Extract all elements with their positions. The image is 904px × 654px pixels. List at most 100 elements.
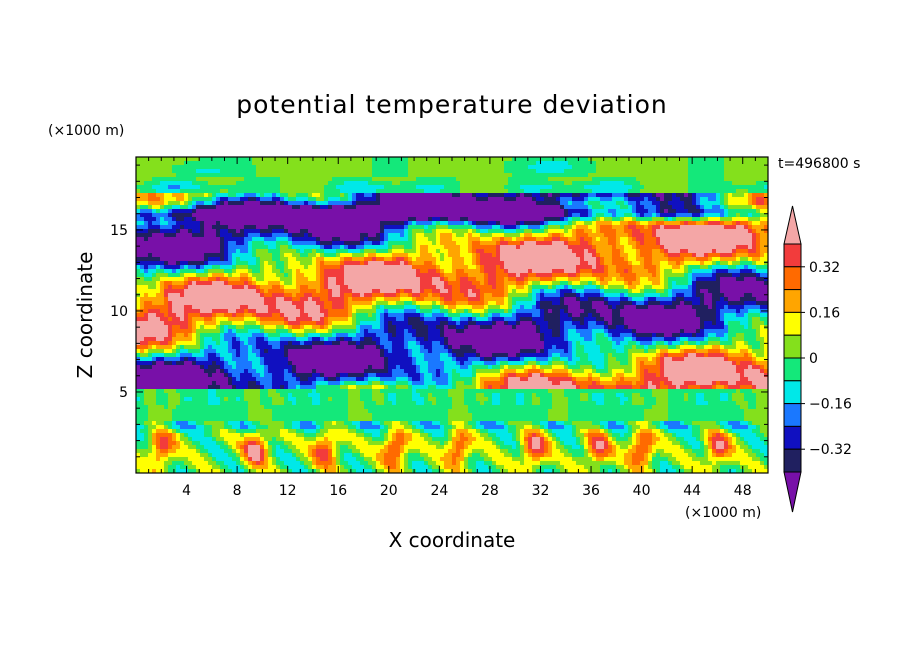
field-cell [160, 229, 165, 234]
field-cell [552, 161, 557, 166]
field-cell [756, 165, 761, 170]
field-cell [624, 277, 629, 282]
field-cell [600, 225, 605, 230]
field-cell [380, 257, 385, 262]
field-cell [540, 165, 545, 170]
field-cell [284, 261, 289, 266]
field-cell [344, 273, 349, 278]
field-cell [712, 241, 717, 246]
field-cell [712, 205, 717, 210]
field-cell [580, 217, 585, 222]
field-cell [664, 177, 669, 182]
field-cell [696, 181, 701, 186]
field-cell [536, 205, 541, 210]
field-cell [484, 237, 489, 242]
field-cell [232, 241, 237, 246]
field-cell [500, 253, 505, 258]
field-cell [744, 241, 749, 246]
field-cell [192, 265, 197, 270]
field-cell [152, 273, 157, 278]
field-cell [664, 273, 669, 278]
field-cell [680, 265, 685, 270]
field-cell [424, 213, 429, 218]
field-cell [704, 241, 709, 246]
field-cell [216, 165, 221, 170]
field-cell [216, 229, 221, 234]
field-cell [452, 165, 457, 170]
field-cell [408, 241, 413, 246]
field-cell [564, 193, 569, 198]
field-cell [416, 253, 421, 258]
field-cell [228, 217, 233, 222]
field-cell [456, 273, 461, 278]
field-cell [680, 253, 685, 258]
field-cell [404, 165, 409, 170]
field-cell [488, 189, 493, 194]
field-cell [344, 237, 349, 242]
field-cell [400, 161, 405, 166]
field-cell [352, 213, 357, 218]
field-cell [568, 165, 573, 170]
field-cell [668, 261, 673, 266]
field-cell [612, 265, 617, 270]
field-cell [556, 189, 561, 194]
field-cell [596, 237, 601, 242]
field-cell [356, 277, 361, 282]
field-cell [760, 189, 765, 194]
field-cell [548, 213, 553, 218]
field-cell [384, 241, 389, 246]
field-cell [572, 209, 577, 214]
field-cell [436, 269, 441, 274]
field-cell [156, 193, 161, 198]
field-cell [548, 177, 553, 182]
field-cell [412, 277, 417, 282]
field-cell [408, 281, 413, 286]
field-cell [632, 229, 637, 234]
field-cell [240, 237, 245, 242]
field-cell [180, 193, 185, 198]
field-cell [464, 225, 469, 230]
field-cell [396, 181, 401, 186]
field-cell [208, 273, 213, 278]
field-cell [340, 209, 345, 214]
field-cell [460, 245, 465, 250]
field-cell [540, 209, 545, 214]
field-cell [420, 241, 425, 246]
field-cell [596, 261, 601, 266]
field-cell [440, 205, 445, 210]
field-cell [364, 245, 369, 250]
field-cell [176, 265, 181, 270]
field-cell [580, 157, 585, 162]
field-cell [348, 233, 353, 238]
field-cell [504, 257, 509, 262]
field-cell [488, 249, 493, 254]
field-cell [424, 165, 429, 170]
field-cell [208, 261, 213, 266]
field-cell [676, 209, 681, 214]
field-cell [648, 269, 653, 274]
field-cell [668, 201, 673, 206]
field-cell [412, 165, 417, 170]
field-cell [148, 205, 153, 210]
field-cell [708, 261, 713, 266]
field-cell [692, 237, 697, 242]
field-cell [572, 253, 577, 258]
field-cell [748, 201, 753, 206]
field-cell [176, 257, 181, 262]
field-cell [436, 249, 441, 254]
field-cell [688, 173, 693, 178]
field-cell [756, 277, 761, 282]
field-cell [536, 165, 541, 170]
field-cell [472, 197, 477, 202]
field-cell [536, 193, 541, 198]
field-cell [576, 249, 581, 254]
field-cell [152, 281, 157, 286]
field-cell [636, 209, 641, 214]
field-cell [240, 181, 245, 186]
field-cell [664, 277, 669, 282]
field-cell [464, 269, 469, 274]
field-cell [228, 209, 233, 214]
field-cell [580, 209, 585, 214]
field-cell [288, 277, 293, 282]
field-cell [632, 213, 637, 218]
